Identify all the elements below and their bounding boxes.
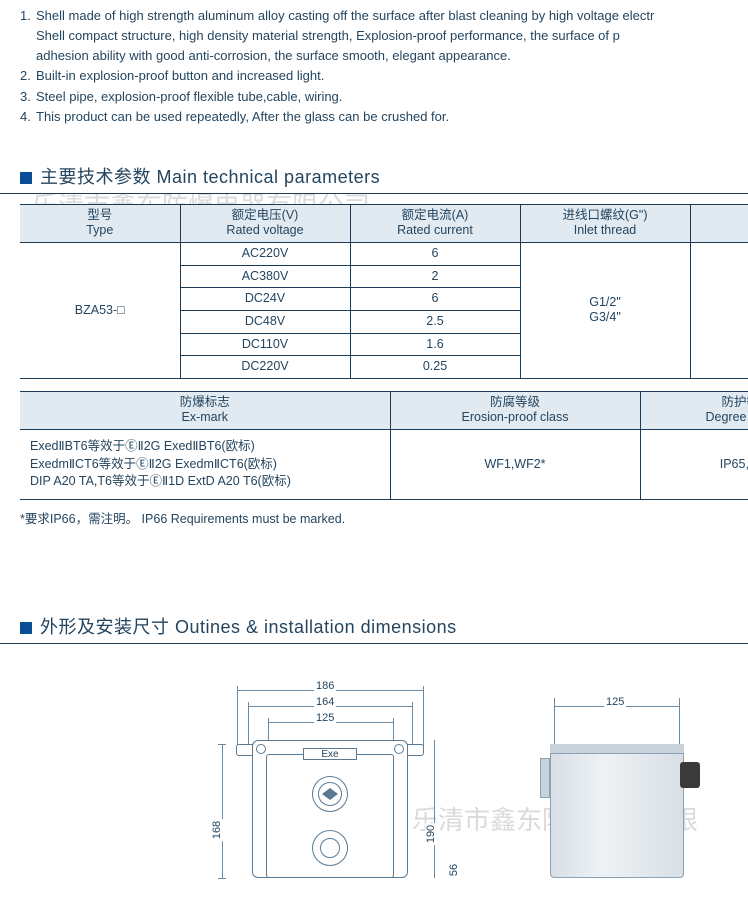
section-heading-parameters: 主要技术参数 Main technical parameters [0, 127, 748, 194]
cell-voltage: DC24V [180, 288, 350, 311]
section-heading-dimensions: 外形及安装尺寸 Outines & installation dimension… [0, 577, 748, 644]
cell-voltage: AC220V [180, 243, 350, 266]
description-list: 1.Shell made of high strength aluminum a… [0, 0, 748, 127]
th-type: 型号Type [20, 204, 180, 242]
list-text: Steel pipe, explosion-proof flexible tub… [36, 87, 728, 107]
section-title: 主要技术参数 Main technical parameters [40, 163, 380, 189]
dim-label: 186 [314, 680, 336, 692]
dim-label: 56 [448, 861, 460, 877]
side-knob [680, 762, 700, 788]
parameters-table-wrap: 型号Type 额定电压(V)Rated voltage 额定电流(A)Rated… [0, 204, 748, 500]
list-number: 1. [20, 6, 36, 26]
list-number: 4. [20, 107, 36, 127]
section-title: 外形及安装尺寸 Outines & installation dimension… [40, 613, 457, 639]
dim-label: 168 [211, 818, 223, 840]
cell-voltage: AC380V [180, 265, 350, 288]
cell-inlet: G1/2" G3/4" [520, 243, 690, 379]
cell-cable: Φ6Φ9 [690, 243, 748, 379]
dim-label: 190 [425, 822, 437, 844]
cell-current: 2.5 [350, 310, 520, 333]
dim-label: 125 [604, 696, 626, 708]
cell-voltage: DC48V [180, 310, 350, 333]
footnote-text: *要求IP66，需注明。 IP66 Requirements must be m… [0, 500, 748, 527]
square-bullet-icon [20, 622, 32, 634]
cell-exmark: ExedⅡBT6等效于ⒺⅡ2G ExedⅡBT6(欧标) ExedmⅡCT6等效… [20, 430, 390, 500]
exmark-table: 防爆标志Ex-mark 防腐等级Erosion-proof class 防护等D… [20, 391, 748, 500]
dim-label: 125 [314, 712, 336, 724]
list-text: adhesion ability with good anti-corrosio… [36, 46, 728, 66]
list-text: This product can be used repeatedly, Aft… [36, 107, 728, 127]
parameters-table: 型号Type 额定电压(V)Rated voltage 额定电流(A)Rated… [20, 204, 748, 379]
th-exmark: 防爆标志Ex-mark [20, 391, 390, 429]
exe-label: Exe [303, 748, 357, 760]
cell-current: 6 [350, 288, 520, 311]
square-bullet-icon [20, 172, 32, 184]
dim-label: 164 [314, 696, 336, 708]
th-cable: 电缆Cable [690, 204, 748, 242]
cell-current: 0.25 [350, 356, 520, 379]
list-text: Shell made of high strength aluminum all… [36, 6, 728, 26]
th-degree: 防护等Degree of pr [640, 391, 748, 429]
th-inlet: 进线口螺纹(G")Inlet thread [520, 204, 690, 242]
cell-erosion: WF1,WF2* [390, 430, 640, 500]
th-current: 额定电流(A)Rated current [350, 204, 520, 242]
th-erosion: 防腐等级Erosion-proof class [390, 391, 640, 429]
side-view-box [550, 744, 684, 878]
cell-voltage: DC110V [180, 333, 350, 356]
list-text: Built-in explosion-proof button and incr… [36, 66, 728, 86]
cell-type: BZA53-□ [20, 243, 180, 379]
th-voltage: 额定电压(V)Rated voltage [180, 204, 350, 242]
cell-current: 1.6 [350, 333, 520, 356]
cell-current: 6 [350, 243, 520, 266]
list-text: Shell compact structure, high density ma… [36, 26, 728, 46]
list-number: 3. [20, 87, 36, 107]
cell-degree: IP65,IP [640, 430, 748, 500]
cell-current: 2 [350, 265, 520, 288]
list-number: 2. [20, 66, 36, 86]
dimension-diagram: 186 164 125 Exe 168 190 56 [0, 678, 748, 878]
cell-voltage: DC220V [180, 356, 350, 379]
